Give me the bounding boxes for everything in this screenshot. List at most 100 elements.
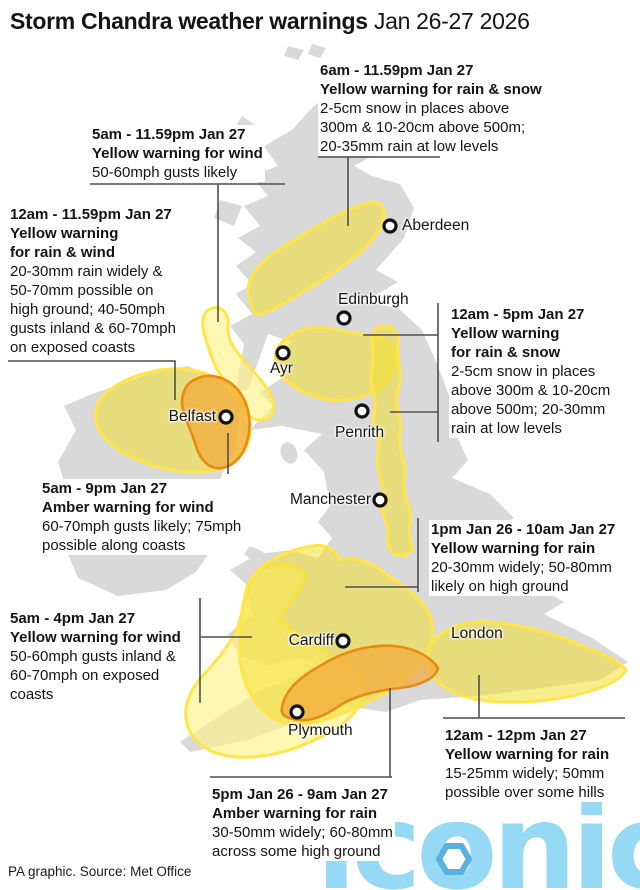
annotation-time: 5am - 11.59pm Jan 27 <box>92 126 246 143</box>
title-main: Storm Chandra weather warnings <box>10 8 368 34</box>
leader-lines <box>8 156 625 778</box>
annotation-heading: Yellow warning for rain <box>431 540 596 557</box>
leader-line-snow-pennines <box>363 303 439 442</box>
leader-line-wind-scot <box>90 183 285 322</box>
city-label-london: London <box>451 625 503 642</box>
annotation-time: 5am - 4pm Jan 27 <box>10 610 136 627</box>
annotation-body-line: gusts inland & 60-70mph <box>10 320 176 337</box>
annotation-heading: Yellow warning for rain <box>445 746 610 763</box>
annotation-body-line: 20-30mm widely; 50-80mm <box>431 559 612 576</box>
annotation-wind-southwest: 5am - 4pm Jan 27 Yellow warning for wind… <box>8 609 183 704</box>
orkney-island <box>284 46 304 60</box>
city-marker-manchester <box>372 492 388 508</box>
city-label-plymouth: Plymouth <box>288 722 353 739</box>
annotation-body-line: 20-35mm rain at low levels <box>320 138 499 155</box>
leader-line-wind-sw <box>199 598 252 703</box>
title-dates: Jan 26-27 2026 <box>367 8 530 34</box>
annotation-rain-central: 1pm Jan 26 - 10am Jan 27 Yellow warning … <box>429 520 618 596</box>
amber-rain-warning-area-south-coast <box>280 644 440 722</box>
annotation-body-line: 2-5cm snow in places above <box>320 100 510 117</box>
city-marker-belfast <box>218 409 234 425</box>
city-marker-edinburgh <box>336 310 352 326</box>
annotation-body-line: above 500m; 20-30mm <box>451 401 606 418</box>
annotation-heading: for rain & wind <box>10 244 115 261</box>
hexagon-icon <box>436 842 473 875</box>
annotation-body-line: 50-60mph gusts likely <box>92 164 238 181</box>
city-label-aberdeen: Aberdeen <box>402 217 470 234</box>
annotation-time: 12am - 5pm Jan 27 <box>451 306 585 323</box>
annotation-body-line: high ground; 40-50mph <box>10 301 166 318</box>
leader-line-snow-ne <box>318 156 440 226</box>
annotation-time: 12am - 12pm Jan 27 <box>445 727 587 744</box>
annotation-body-line: 15-25mm widely; 50mm <box>445 765 605 782</box>
page-title: Storm Chandra weather warnings Jan 26-27… <box>10 8 530 35</box>
annotation-body-line: 50-60mph gusts inland & <box>10 648 176 665</box>
rain-snow-warning-area-grampians <box>246 200 386 316</box>
annotation-body-line: 60-70mph gusts likely; 75mph <box>42 518 242 535</box>
annotation-heading: Yellow warning <box>451 325 560 342</box>
annotation-body-line: rain at low levels <box>451 420 562 437</box>
rain-snow-warning-area-pennines <box>369 324 414 558</box>
annotation-amber-rain-south-coast: 5pm Jan 26 - 9am Jan 27 Amber warning fo… <box>210 785 395 861</box>
annotation-rain-snow-ne-scotland: 6am - 11.59pm Jan 27 Yellow warning for … <box>318 61 544 156</box>
city-markers <box>218 218 398 720</box>
annotation-time: 12am - 11.59pm Jan 27 <box>10 206 172 223</box>
annotation-body-line: above 300m & 10-20cm <box>451 382 611 399</box>
city-marker-plymouth <box>289 704 305 720</box>
watermark-o-with-hexagon: o <box>416 788 497 890</box>
city-label-ayr: Ayr <box>270 360 293 377</box>
annotation-body-line: 20-30mm rain widely & <box>10 263 163 280</box>
annotation-body-line: possible over some hills <box>445 784 605 801</box>
annotation-time: 5pm Jan 26 - 9am Jan 27 <box>212 786 388 803</box>
annotation-rain-southeast: 12am - 12pm Jan 27 Yellow warning for ra… <box>443 726 612 802</box>
annotation-body-line: across some high ground <box>212 843 381 860</box>
annotation-heading: for rain & snow <box>451 344 561 361</box>
annotation-heading: Amber warning for wind <box>42 499 214 516</box>
city-marker-ayr <box>275 345 291 361</box>
annotation-wind-west-scotland: 5am - 11.59pm Jan 27 Yellow warning for … <box>90 125 265 182</box>
annotation-body-line: 300m & 10-20cm above 500m; <box>320 119 526 136</box>
annotation-body-line: 50-70mm possible on <box>10 282 154 299</box>
amber-wind-warning-area-belfast <box>180 374 251 470</box>
city-label-belfast: Belfast <box>168 408 216 425</box>
city-marker-penrith <box>354 403 370 419</box>
annotation-body-line: 2-5cm snow in places <box>451 363 596 380</box>
watermark-text-right: nic <box>492 778 640 890</box>
annotation-body-line: possible along coasts <box>42 537 186 554</box>
annotation-time: 5am - 9pm Jan 27 <box>42 480 168 497</box>
rain-warning-area-southeast-england <box>425 620 628 704</box>
anglesey-island <box>244 546 264 562</box>
skye-island <box>214 200 242 226</box>
annotation-body-line: coasts <box>10 686 54 703</box>
annotation-heading: Amber warning for rain <box>212 805 378 822</box>
city-label-penrith: Penrith <box>335 424 385 441</box>
leader-line-rain-central <box>345 518 419 592</box>
annotation-body-line: 60-70mph on exposed <box>10 667 160 684</box>
annotation-heading: Yellow warning for wind <box>92 145 263 162</box>
city-label-manchester: Manchester <box>290 491 371 508</box>
source-attribution: PA graphic. Source: Met Office <box>8 864 192 879</box>
annotation-heading: Yellow warning <box>10 225 119 242</box>
annotation-rain-snow-pennines: 12am - 5pm Jan 27 Yellow warning for rai… <box>449 305 613 438</box>
amber-warning-areas <box>180 374 440 722</box>
leader-line-rainwind-ni <box>8 360 176 400</box>
orkney-island-2 <box>308 44 326 58</box>
annotation-body-line: on exposed coasts <box>10 339 136 356</box>
wind-warning-area-west-scotland <box>201 306 276 422</box>
annotation-amber-wind-belfast: 5am - 9pm Jan 27 Amber warning for wind … <box>40 479 244 555</box>
annotation-time: 1pm Jan 26 - 10am Jan 27 <box>431 521 616 538</box>
leader-line-rain-se <box>443 675 625 719</box>
city-label-edinburgh: Edinburgh <box>338 291 409 308</box>
annotation-body-line: likely on high ground <box>431 578 569 595</box>
annotation-heading: Yellow warning for rain & snow <box>320 81 542 98</box>
annotation-heading: Yellow warning for wind <box>10 629 181 646</box>
city-label-cardiff: Cardiff <box>288 632 334 649</box>
annotation-body-line: 30-50mm widely; 60-80mm <box>212 824 393 841</box>
city-marker-aberdeen <box>382 218 398 234</box>
city-marker-cardiff <box>335 633 351 649</box>
isle-of-man <box>280 442 298 464</box>
annotation-time: 6am - 11.59pm Jan 27 <box>320 62 474 79</box>
leader-line-amber-rain <box>210 688 392 778</box>
annotation-rain-wind-northern-ireland: 12am - 11.59pm Jan 27 Yellow warning for… <box>8 205 178 357</box>
